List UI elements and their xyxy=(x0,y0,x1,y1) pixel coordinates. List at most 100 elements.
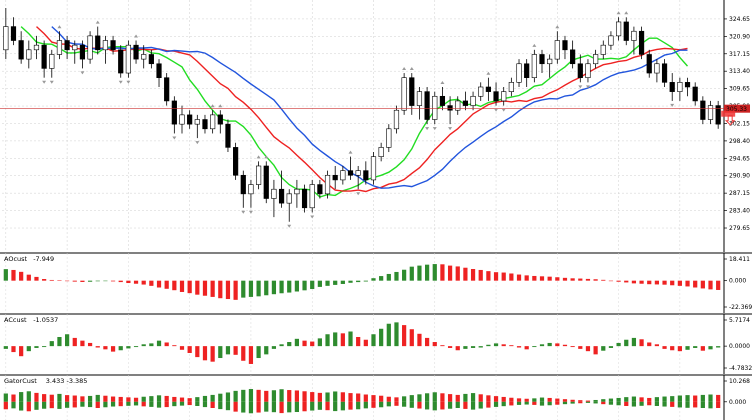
histogram-bar-lower xyxy=(11,401,16,409)
candle-bull xyxy=(516,63,522,83)
histogram-bar xyxy=(103,346,108,350)
histogram-bar-lower xyxy=(708,401,713,409)
candle-bear xyxy=(317,184,323,195)
histogram-bar xyxy=(624,280,629,283)
histogram-bar-lower xyxy=(608,401,614,405)
candle-bull xyxy=(508,82,514,92)
histogram-bar-lower xyxy=(493,401,499,407)
histogram-bar xyxy=(639,339,644,347)
histogram-bar xyxy=(402,269,407,281)
histogram-bar xyxy=(662,280,667,285)
histogram-bar xyxy=(402,396,407,402)
y-tick-label: 290.90 xyxy=(729,173,750,180)
histogram-bar xyxy=(325,280,330,286)
candle-bull xyxy=(49,54,55,69)
histogram-bar xyxy=(708,280,713,290)
histogram-bar xyxy=(716,346,721,348)
histogram-bar xyxy=(187,280,192,294)
histogram-bar-lower xyxy=(432,401,437,411)
histogram-bar xyxy=(264,390,269,402)
histogram-bar xyxy=(601,399,606,402)
histogram-bar xyxy=(110,346,116,352)
fractal-down-marker xyxy=(585,85,590,89)
histogram-bar xyxy=(432,342,437,347)
histogram-bar xyxy=(371,395,376,402)
histogram-bar xyxy=(287,342,292,347)
histogram-bar xyxy=(57,393,62,402)
histogram-bar xyxy=(685,280,690,287)
candle-bull xyxy=(677,82,683,92)
histogram-bar-lower xyxy=(654,401,659,406)
histogram-bar xyxy=(386,323,391,347)
histogram-bar-lower xyxy=(440,401,445,410)
fractal-down-marker xyxy=(494,108,499,112)
candle-bear xyxy=(462,100,469,106)
candle-bull xyxy=(286,193,292,204)
histogram-bar xyxy=(447,265,453,281)
histogram-bar xyxy=(524,275,529,281)
histogram-bar-lower xyxy=(700,401,705,408)
candle-bull xyxy=(707,105,714,120)
sell-signal-arrow xyxy=(724,115,736,126)
candle-bear xyxy=(409,77,415,106)
histogram-bar xyxy=(172,396,177,402)
indicator-title: GatorCust xyxy=(4,377,37,385)
histogram-bar xyxy=(34,276,39,281)
histogram-bar xyxy=(486,344,491,347)
histogram-bar-lower xyxy=(42,401,47,409)
histogram-bar xyxy=(386,396,391,402)
fractal-down-marker xyxy=(287,224,292,228)
histogram-bar xyxy=(57,336,62,347)
histogram-bar-lower xyxy=(593,401,598,404)
histogram-bar xyxy=(141,280,146,285)
histogram-bar-lower xyxy=(103,401,108,408)
histogram-bar xyxy=(95,346,100,348)
histogram-bar xyxy=(241,280,246,298)
histogram-bar xyxy=(172,280,177,291)
histogram-bar xyxy=(118,280,123,283)
histogram-bar xyxy=(417,394,422,402)
histogram-bar xyxy=(631,337,637,347)
histogram-bar xyxy=(463,393,468,402)
histogram-bar xyxy=(608,280,614,282)
y-tick-label: 320.90 xyxy=(729,33,750,40)
fractal-down-marker xyxy=(432,127,437,131)
histogram-bar xyxy=(95,394,100,402)
y-tick-label: 279.65 xyxy=(729,225,750,232)
histogram-bar xyxy=(164,280,169,289)
histogram-bar-lower xyxy=(539,401,545,406)
candle-bear xyxy=(623,21,629,41)
candle-bear xyxy=(133,44,139,60)
y-tick-label: 5.7174 xyxy=(729,317,750,324)
candle-bull xyxy=(125,44,131,74)
histogram-bar-lower xyxy=(34,401,39,410)
histogram-bar xyxy=(409,266,414,281)
histogram-bar xyxy=(501,272,506,281)
histogram-bar xyxy=(3,269,8,281)
histogram-bar xyxy=(294,280,299,292)
candle-bear xyxy=(347,170,354,176)
histogram-bar xyxy=(11,346,16,353)
histogram-bar xyxy=(317,338,322,347)
histogram-bar xyxy=(294,338,299,347)
histogram-bar xyxy=(164,342,169,347)
candle-bear xyxy=(110,40,116,51)
histogram-bar xyxy=(287,280,292,293)
histogram-bar xyxy=(677,395,682,402)
fractal-down-marker xyxy=(118,80,123,84)
candle-bear xyxy=(278,188,285,204)
fractal-down-marker xyxy=(241,210,246,214)
histogram-bar xyxy=(601,279,606,281)
histogram-bar xyxy=(294,390,299,402)
histogram-bar xyxy=(394,271,399,281)
histogram-bar xyxy=(647,280,652,285)
histogram-bar-lower xyxy=(371,401,376,408)
histogram-bar xyxy=(333,332,338,347)
histogram-bar-lower xyxy=(379,401,384,408)
y-tick-label: 0.000 xyxy=(729,399,746,406)
histogram-bar xyxy=(348,331,353,347)
histogram-bar xyxy=(585,400,591,402)
histogram-bar-lower xyxy=(225,401,231,411)
histogram-bar xyxy=(317,392,322,402)
histogram-bar xyxy=(72,280,77,282)
